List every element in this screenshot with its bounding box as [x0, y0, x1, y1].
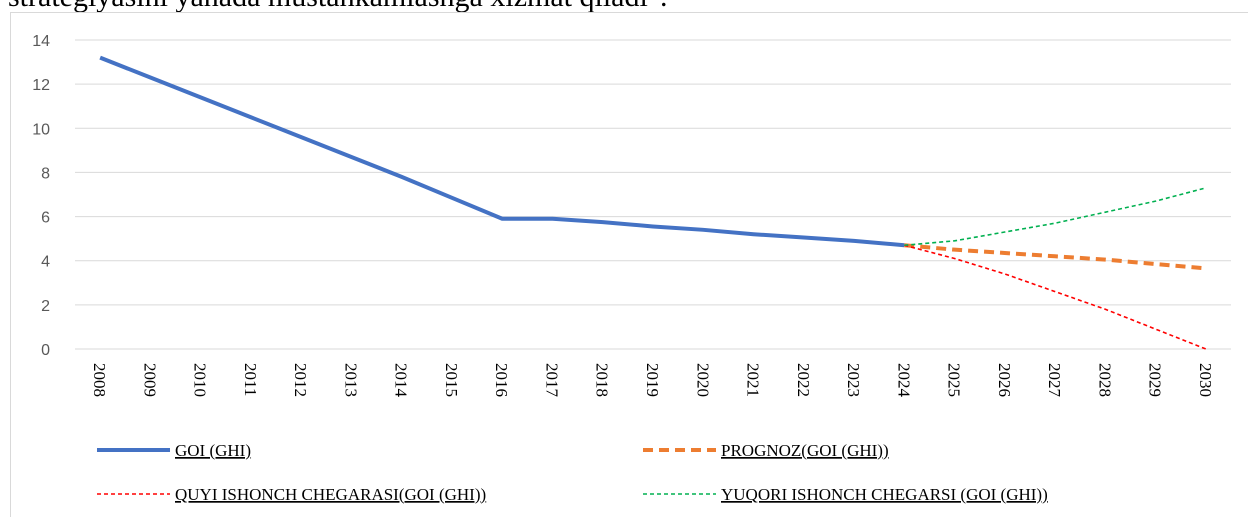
y-tick-label: 14	[32, 33, 50, 50]
series-line	[904, 187, 1207, 247]
x-tick-label: 2022	[794, 363, 813, 397]
y-tick-label: 2	[41, 298, 50, 315]
x-tick-label: 2014	[392, 363, 411, 398]
x-tick-label: 2023	[844, 363, 863, 397]
series-line	[904, 244, 1207, 350]
legend-label: PROGNOZ(GOI (GHI))	[721, 441, 889, 460]
legend-label: YUQORI ISHONCH CHEGARSI (GOI (GHI))	[721, 485, 1048, 504]
x-tick-label: 2020	[693, 363, 712, 397]
caption: strategiyasini yanada mustahkamlashga xi…	[8, 0, 668, 13]
x-tick-label: 2021	[744, 363, 763, 397]
x-tick-label: 2026	[995, 363, 1014, 397]
y-tick-label: 4	[41, 254, 50, 271]
x-tick-label: 2016	[492, 363, 511, 397]
x-tick-label: 2018	[593, 363, 612, 397]
x-tick-label: 2008	[90, 363, 109, 397]
legend-label: GOI (GHI)	[175, 441, 251, 460]
x-tick-label: 2025	[945, 363, 964, 397]
x-tick-label: 2017	[542, 363, 561, 398]
x-tick-label: 2011	[241, 363, 260, 396]
y-tick-label: 12	[32, 77, 50, 94]
legend-label: QUYI ISHONCH CHEGARASI(GOI (GHI))	[175, 485, 486, 504]
y-tick-label: 0	[41, 342, 50, 359]
x-tick-label: 2009	[140, 363, 159, 397]
series-line	[99, 55, 905, 248]
x-tick-label: 2028	[1095, 363, 1114, 397]
x-tick-label: 2013	[341, 363, 360, 397]
chart-frame	[10, 12, 1248, 517]
x-tick-label: 2030	[1196, 363, 1215, 397]
x-tick-label: 2010	[191, 363, 210, 397]
x-tick-label: 2019	[643, 363, 662, 397]
y-tick-label: 8	[41, 165, 50, 182]
y-tick-label: 10	[32, 121, 50, 138]
y-tick-label: 6	[41, 210, 50, 227]
x-tick-label: 2024	[894, 363, 913, 398]
x-tick-label: 2029	[1146, 363, 1165, 397]
x-tick-label: 2015	[442, 363, 461, 397]
x-tick-label: 2012	[291, 363, 310, 397]
series-line	[904, 243, 1207, 271]
x-tick-label: 2027	[1045, 363, 1064, 398]
